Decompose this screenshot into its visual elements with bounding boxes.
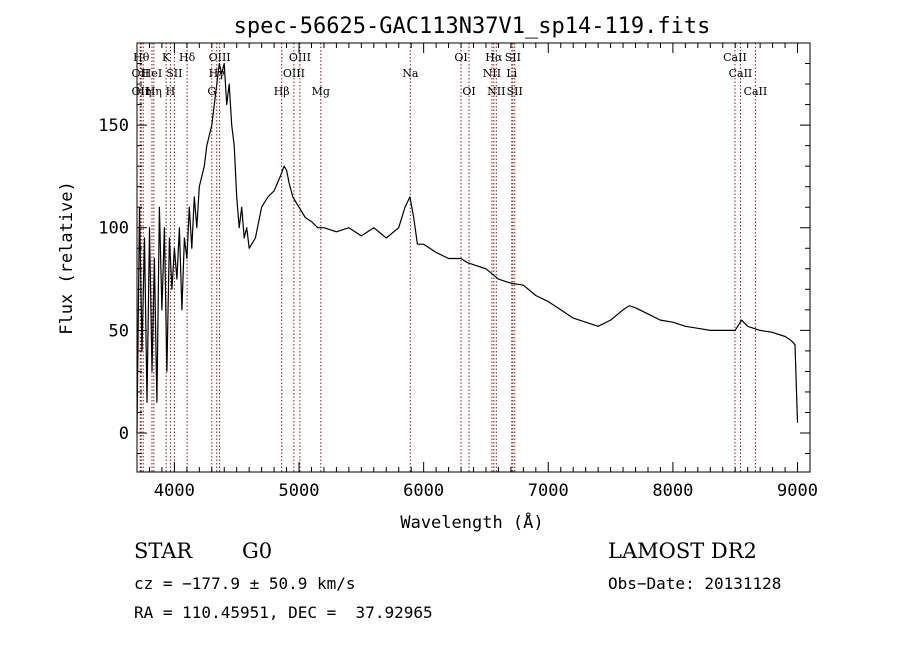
x-tick-label: 5000 — [279, 481, 320, 501]
spectrum-series — [136, 62, 799, 434]
spectral-line-label: OII — [132, 67, 150, 80]
chart-title: spec-56625-GAC113N37V1_sp14-119.fits — [234, 14, 711, 39]
x-tick-label: 8000 — [652, 481, 693, 501]
spectral-line-label: Hη — [146, 85, 162, 98]
y-tick-label: 150 — [98, 116, 129, 136]
spectral-line-label: Na — [402, 67, 419, 80]
spectral-line-label: OI — [462, 85, 475, 98]
spectral-line-label: Hα — [485, 51, 503, 64]
spectral-line-label: NII — [483, 67, 501, 80]
spectral-line-label: HeI — [142, 67, 162, 80]
observation-date: Obs−Date: 20131128 — [608, 574, 782, 593]
spectral-line-labels: HθOIIOIIHηHeIHηKHSIIHδGHγOIIIHβOIIIOIIIM… — [132, 51, 768, 98]
object-subclass: G0 — [242, 539, 273, 563]
x-tick-label: 6000 — [403, 481, 444, 501]
spectrum-line — [136, 62, 799, 434]
x-tick-label: 4000 — [154, 481, 195, 501]
spectral-line-label: CaII — [744, 85, 768, 98]
spectral-line-label: Hθ — [133, 51, 150, 64]
y-axis-ticks: 0 50 100 150 — [98, 63, 810, 455]
x-tick-label: 9000 — [777, 481, 818, 501]
spectral-line-label: Hβ — [274, 85, 290, 98]
spectral-line-label: SII — [166, 67, 182, 80]
spectral-line-label: G — [207, 85, 216, 98]
spectral-line-label: CaII — [729, 67, 753, 80]
x-tick-label: 7000 — [528, 481, 569, 501]
spectral-line-label: SII — [505, 51, 521, 64]
spectral-line-label: Mg — [312, 85, 330, 98]
x-axis-label: Wavelength (Å) — [400, 511, 543, 533]
redshift-velocity: cz = −177.9 ± 50.9 km/s — [134, 574, 356, 593]
spectral-line-label: OIII — [289, 51, 311, 64]
spectral-line-label: CaII — [723, 51, 747, 64]
y-tick-label: 0 — [119, 424, 129, 444]
survey-name: LAMOST DR2 — [608, 539, 757, 563]
spectral-line-label: Li — [506, 67, 517, 80]
spectral-line-label: Hη — [135, 85, 151, 98]
spectral-line-label: Hδ — [179, 51, 196, 64]
spectral-line-label: OII — [132, 85, 150, 98]
spectral-line-label: OIII — [209, 51, 231, 64]
spectral-line-label: SII — [507, 85, 523, 98]
spectral-line-label: OI — [454, 51, 467, 64]
y-tick-label: 50 — [109, 321, 129, 341]
plot-frame — [136, 42, 811, 473]
spectral-line-label: K — [162, 51, 171, 64]
spectral-line-label: NII — [487, 85, 505, 98]
coordinates: RA = 110.45951, DEC = 37.92965 — [134, 603, 433, 622]
y-axis-label: Flux (relative) — [57, 181, 77, 335]
y-tick-label: 100 — [98, 219, 129, 239]
spectral-line-label: H — [166, 85, 176, 98]
spectral-line-label: OIII — [283, 67, 305, 80]
x-axis-ticks: 4000 5000 6000 7000 8000 9000 — [136, 43, 818, 501]
object-class: STAR — [134, 539, 193, 563]
